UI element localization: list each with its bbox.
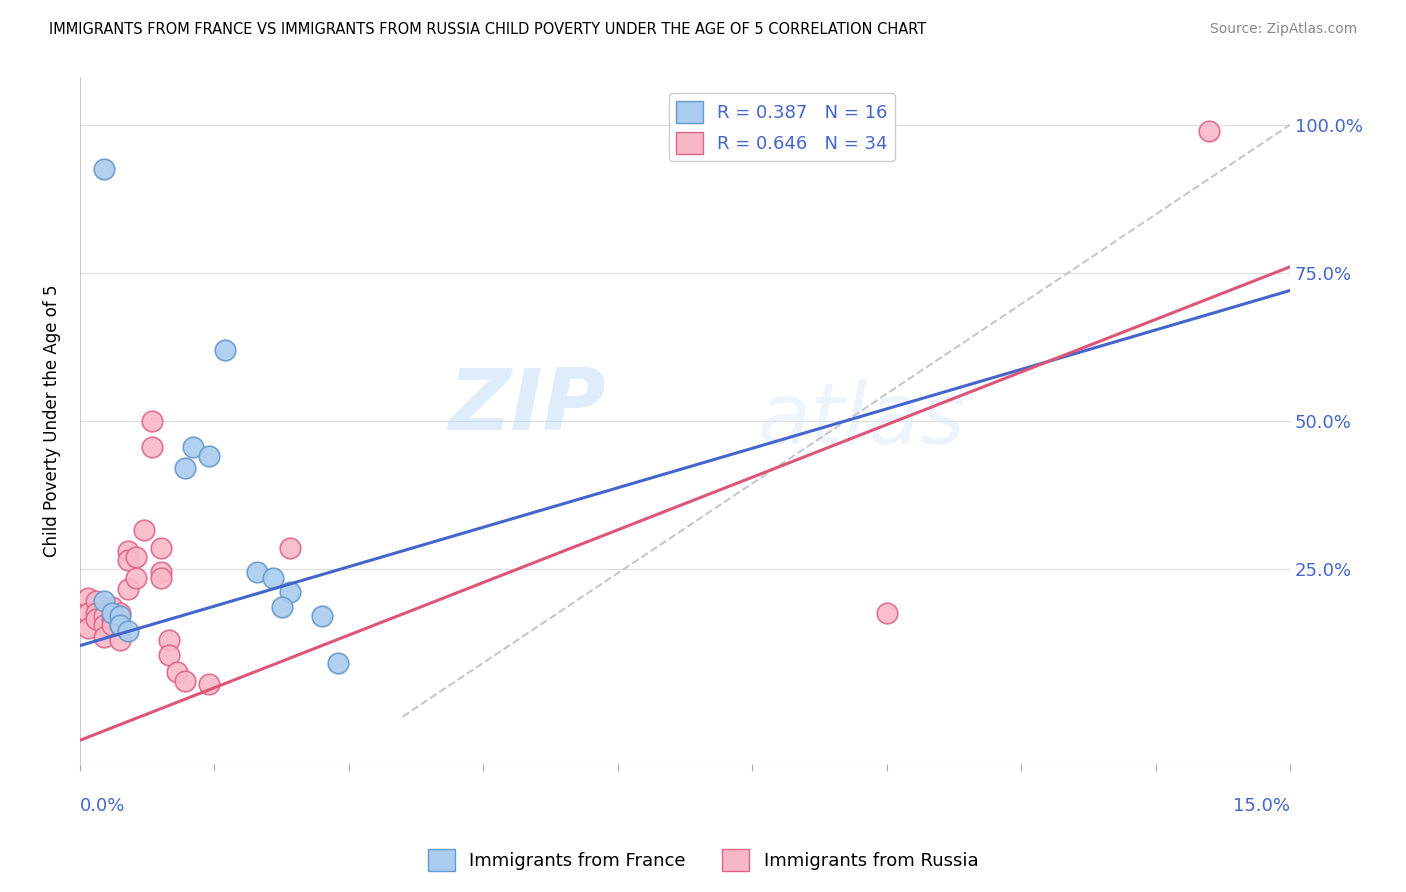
Legend: Immigrants from France, Immigrants from Russia: Immigrants from France, Immigrants from … — [420, 842, 986, 879]
Point — [125, 549, 148, 564]
Point — [326, 657, 349, 671]
Point — [134, 523, 156, 537]
Point — [278, 585, 301, 599]
Text: 0.0%: 0.0% — [80, 797, 125, 814]
Point — [166, 665, 188, 680]
Point — [149, 565, 172, 579]
Point — [173, 461, 195, 475]
Point — [108, 618, 131, 632]
Point — [141, 414, 163, 428]
Point — [270, 600, 292, 615]
Point — [101, 612, 124, 626]
Point — [263, 570, 285, 584]
Point — [149, 541, 172, 555]
Point — [77, 606, 100, 620]
Legend: R = 0.387   N = 16, R = 0.646   N = 34: R = 0.387 N = 16, R = 0.646 N = 34 — [668, 94, 896, 161]
Point — [157, 632, 180, 647]
Point — [1198, 124, 1220, 138]
Point — [77, 621, 100, 635]
Text: atlas: atlas — [758, 379, 966, 462]
Point — [108, 618, 131, 632]
Point — [246, 565, 269, 579]
Point — [181, 441, 204, 455]
Text: 15.0%: 15.0% — [1233, 797, 1291, 814]
Point — [108, 609, 131, 624]
Point — [278, 541, 301, 555]
Point — [108, 632, 131, 647]
Point — [93, 609, 115, 624]
Point — [117, 553, 139, 567]
Point — [93, 618, 115, 632]
Point — [157, 648, 180, 662]
Point — [876, 606, 898, 620]
Point — [117, 582, 139, 597]
Point — [93, 630, 115, 644]
Point — [77, 591, 100, 606]
Point — [198, 677, 221, 691]
Point — [93, 594, 115, 608]
Point — [84, 594, 107, 608]
Point — [101, 606, 124, 620]
Point — [117, 624, 139, 638]
Point — [101, 618, 124, 632]
Point — [173, 674, 195, 689]
Point — [214, 343, 236, 357]
Point — [149, 570, 172, 584]
Point — [141, 441, 163, 455]
Point — [117, 544, 139, 558]
Point — [198, 449, 221, 463]
Point — [108, 606, 131, 620]
Text: Source: ZipAtlas.com: Source: ZipAtlas.com — [1209, 22, 1357, 37]
Y-axis label: Child Poverty Under the Age of 5: Child Poverty Under the Age of 5 — [44, 285, 60, 557]
Point — [84, 606, 107, 620]
Point — [93, 162, 115, 177]
Point — [125, 570, 148, 584]
Point — [311, 609, 333, 624]
Text: ZIP: ZIP — [449, 366, 606, 449]
Text: IMMIGRANTS FROM FRANCE VS IMMIGRANTS FROM RUSSIA CHILD POVERTY UNDER THE AGE OF : IMMIGRANTS FROM FRANCE VS IMMIGRANTS FRO… — [49, 22, 927, 37]
Point — [84, 612, 107, 626]
Point — [101, 600, 124, 615]
